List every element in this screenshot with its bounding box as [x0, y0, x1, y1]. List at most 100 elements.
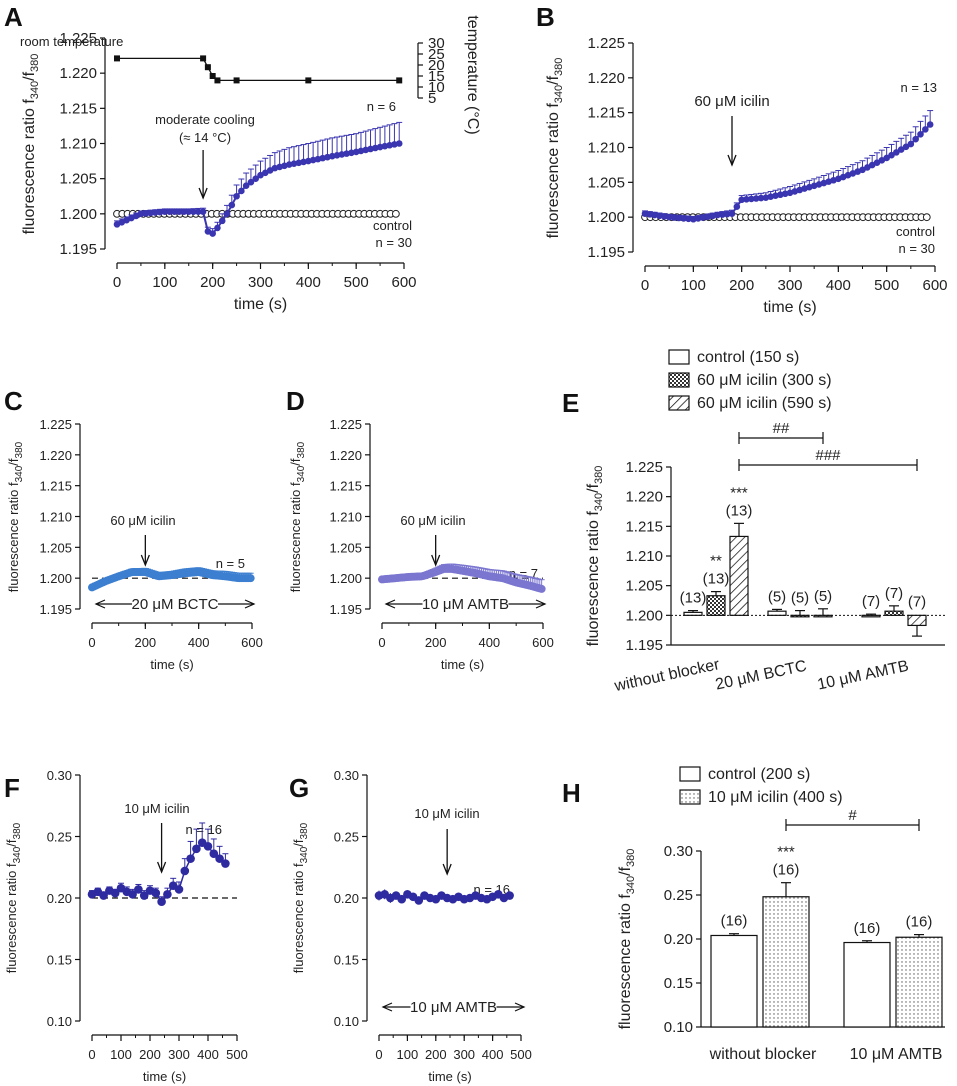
temperature-point — [114, 55, 120, 62]
category-label: 10 μM AMTB — [816, 658, 910, 694]
y-axis-label: fluorescence ratio f340/f380 — [617, 849, 637, 1030]
y-tick-label: 0.15 — [664, 975, 693, 992]
x-tick-label: 500 — [226, 1047, 248, 1062]
blocker-arrow-label-bg — [132, 595, 218, 613]
temperature-point — [396, 77, 403, 84]
n-label-stim: n = 16 — [185, 822, 222, 837]
n-label: (5) — [768, 588, 786, 605]
stimulus-label: 60 μM icilin — [694, 93, 769, 110]
x-tick-label: 300 — [777, 277, 802, 294]
significance-label: *** — [730, 484, 748, 501]
data-point — [733, 203, 741, 211]
n-label: (16) — [906, 914, 933, 931]
data-point — [395, 140, 403, 147]
panel-label-G: G — [289, 773, 309, 803]
y-tick-label: 1.200 — [329, 571, 362, 586]
cooling-label-2: (≈ 14 °C) — [179, 130, 231, 145]
n-label: (7) — [885, 585, 903, 602]
right-y-tick-label: 30 — [428, 35, 445, 52]
blocker-arrow-left-head — [381, 1002, 393, 1012]
bar — [710, 934, 758, 1028]
y-tick-label: 1.225 — [39, 417, 72, 432]
x-tick-label: 400 — [197, 1047, 219, 1062]
significance-label: *** — [777, 844, 795, 861]
x-tick-label: 200 — [139, 1047, 161, 1062]
data-point — [209, 230, 216, 237]
data-point — [134, 885, 143, 894]
x-tick-label: 600 — [922, 277, 947, 294]
y-tick-label: 1.225 — [625, 459, 663, 476]
data-point — [414, 896, 424, 905]
legend-entry: 60 μM icilin (300 s) — [697, 372, 832, 389]
data-point — [218, 217, 226, 225]
y-tick-label: 1.220 — [329, 448, 362, 463]
y-tick-label: 0.10 — [334, 1014, 359, 1029]
bracket-label: ### — [815, 447, 841, 464]
x-axis-label: time (s) — [150, 657, 193, 672]
y-tick-label: 1.205 — [587, 174, 625, 191]
stimulus-label: 60 μM icilin — [400, 513, 465, 528]
x-tick-label: 500 — [510, 1047, 532, 1062]
x-tick-label: 200 — [134, 635, 156, 650]
bar — [706, 595, 726, 616]
temperature-point — [204, 64, 211, 71]
n-label: (16) — [721, 913, 748, 930]
stimulus-label: 10 μM icilin — [414, 806, 479, 821]
temperature-point — [209, 73, 216, 79]
y-tick-label: 0.15 — [334, 953, 359, 968]
y-tick-label: 1.215 — [587, 105, 625, 122]
n-label-stim: n = 6 — [367, 99, 396, 114]
data-point — [233, 192, 240, 200]
temperature-line — [117, 57, 400, 82]
data-point — [214, 224, 221, 232]
y-tick-label: 0.20 — [334, 891, 359, 906]
y-tick-label: 1.195 — [587, 244, 625, 261]
x-tick-label: 600 — [241, 635, 263, 650]
data-point — [228, 201, 236, 209]
y-tick-label: 1.200 — [625, 607, 663, 624]
y-tick-label: 0.30 — [664, 843, 693, 860]
x-tick-label: 100 — [152, 274, 177, 291]
bar — [895, 936, 943, 1028]
stimulus-label: 60 μM icilin — [110, 513, 175, 528]
x-tick-label: 500 — [344, 274, 369, 291]
data-point — [223, 210, 231, 218]
x-tick-label: 600 — [532, 635, 554, 650]
series-line — [116, 142, 400, 235]
x-axis-label: time (s) — [441, 657, 484, 672]
stimulus-arrow-head — [727, 154, 737, 167]
x-tick-label: 0 — [378, 635, 385, 650]
category-label: 10 μM AMTB — [850, 1046, 943, 1063]
data-point — [180, 866, 190, 876]
legend-swatch — [679, 766, 701, 782]
y-axis-label: fluorescence ratio f340/f380 — [6, 441, 25, 592]
n-label: (13) — [680, 590, 707, 607]
data-point — [907, 140, 915, 148]
temperature-point — [214, 77, 221, 84]
y-tick-label: 1.195 — [625, 637, 663, 654]
y-tick-label: 1.205 — [39, 540, 72, 555]
y-tick-label: 0.25 — [47, 830, 72, 845]
y-tick-label: 1.220 — [625, 489, 663, 506]
panel-label-D: D — [286, 386, 305, 416]
data-point — [215, 854, 224, 863]
y-axis-label: fluorescence ratio f340/f380 — [545, 58, 565, 239]
data-point — [897, 146, 905, 153]
bar — [729, 535, 749, 616]
y-tick-label: 1.200 — [59, 206, 97, 223]
n-label: (13) — [703, 571, 730, 588]
y-tick-label: 1.215 — [59, 100, 97, 117]
bracket-label: ## — [773, 420, 790, 437]
x-tick-label: 200 — [425, 1047, 447, 1062]
x-tick-label: 0 — [113, 274, 121, 291]
n-label-stim: n = 13 — [900, 80, 937, 95]
y-tick-label: 0.10 — [664, 1019, 693, 1036]
x-tick-label: 300 — [453, 1047, 475, 1062]
data-point — [110, 888, 120, 898]
data-point — [151, 888, 161, 898]
stimulus-arrow-head — [442, 863, 452, 876]
y-tick-label: 0.10 — [47, 1014, 72, 1029]
n-label-stim: n = 5 — [216, 556, 245, 571]
right-y-tick-label: 5 — [428, 90, 436, 107]
y-tick-label: 1.195 — [39, 602, 72, 617]
